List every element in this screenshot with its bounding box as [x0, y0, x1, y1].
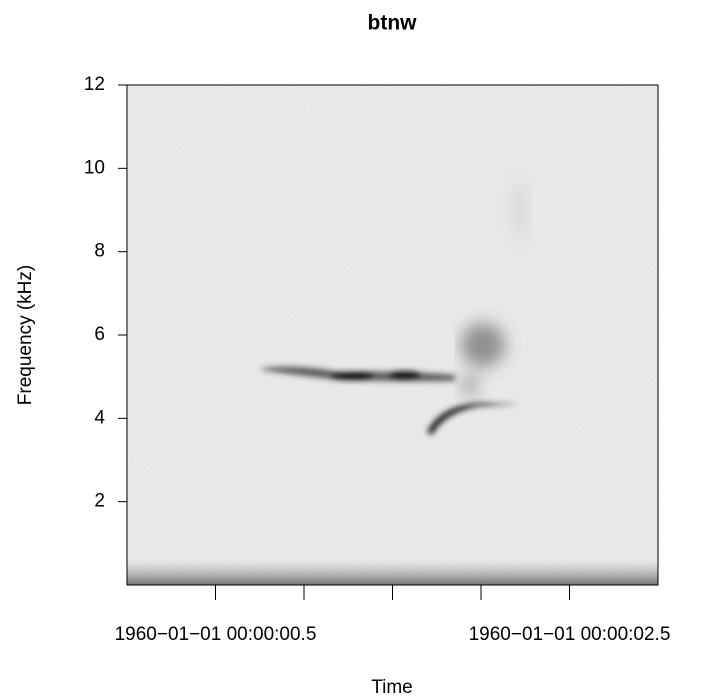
spectrogram-image — [127, 85, 658, 585]
x-tick-label: 1960−01−01 00:00:02.5 — [469, 624, 671, 645]
x-tick-label: 1960−01−01 00:00:00.5 — [115, 624, 317, 645]
y-axis-label: Frequency (kHz) — [15, 265, 36, 405]
y-tick-label: 12 — [84, 74, 105, 95]
y-tick-label: 2 — [94, 491, 105, 512]
y-tick-label: 4 — [94, 407, 105, 428]
y-tick-label: 6 — [94, 324, 105, 345]
chart-title: btnw — [368, 12, 418, 35]
y-tick-label: 8 — [94, 241, 105, 262]
y-tick-label: 10 — [84, 157, 105, 178]
x-axis-label: Time — [371, 677, 413, 698]
